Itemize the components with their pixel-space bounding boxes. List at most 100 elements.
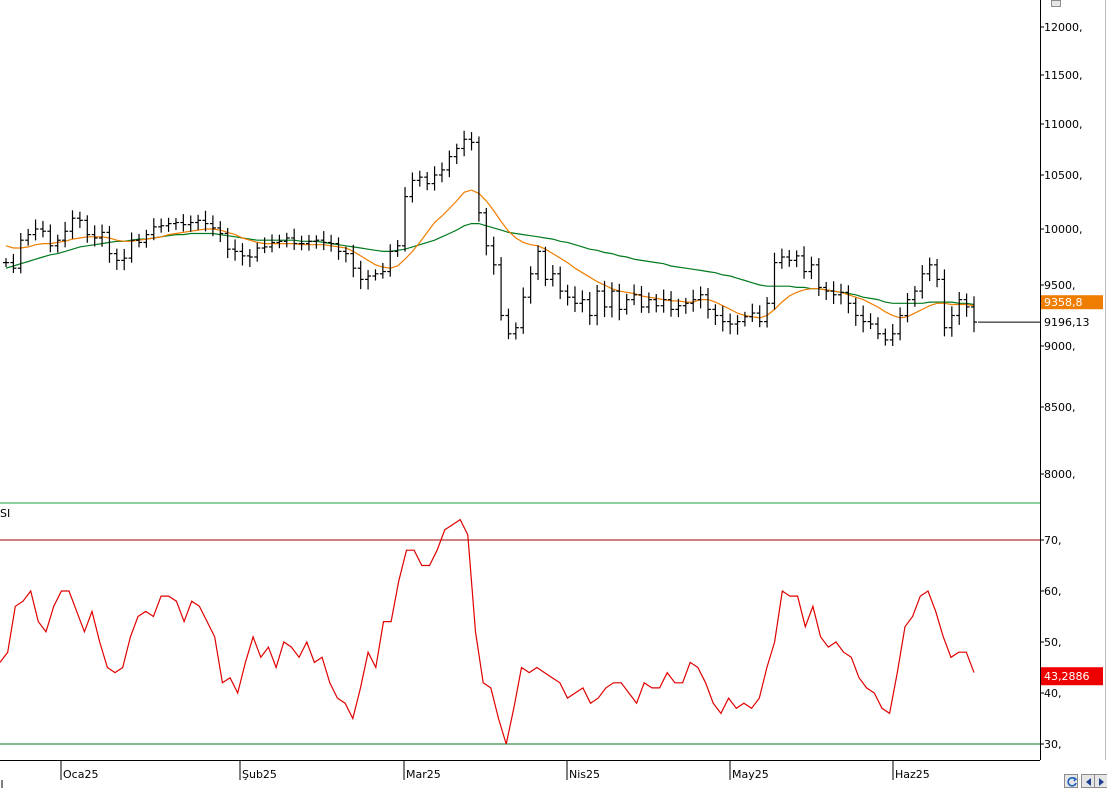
rsi-tick-label: 50, bbox=[1044, 636, 1062, 649]
rsi-value-badge bbox=[1041, 667, 1103, 686]
ma-long-line bbox=[5, 223, 975, 306]
ohlc-bar bbox=[845, 285, 852, 314]
ohlc-bar bbox=[786, 250, 793, 267]
ohlc-bar bbox=[631, 284, 638, 306]
ohlc-bar bbox=[468, 132, 475, 151]
ohlc-bar bbox=[963, 293, 970, 317]
ohlc-bar bbox=[475, 136, 482, 222]
moving-average-lines bbox=[5, 189, 975, 319]
date-label: Nis25 bbox=[569, 768, 600, 781]
price-tick-label: 8500, bbox=[1044, 401, 1076, 414]
ohlc-bar bbox=[62, 221, 69, 248]
ohlc-bar bbox=[557, 266, 564, 300]
ohlc-bar bbox=[39, 220, 46, 238]
ohlc-bar bbox=[342, 246, 349, 263]
ohlc-bar bbox=[660, 289, 667, 313]
ohlc-bar bbox=[904, 293, 911, 323]
ohlc-bar bbox=[830, 281, 837, 305]
ohlc-bar bbox=[542, 246, 549, 287]
ohlc-bar bbox=[793, 250, 800, 268]
price-tick-label: 10000, bbox=[1044, 223, 1083, 236]
ohlc-bar bbox=[867, 313, 874, 330]
refresh-button[interactable] bbox=[1064, 774, 1078, 788]
ohlc-bar bbox=[232, 239, 239, 261]
ohlc-bar bbox=[69, 210, 76, 239]
ohlc-bar bbox=[54, 234, 61, 253]
ohlc-bar bbox=[387, 244, 394, 277]
ohlc-bar bbox=[402, 187, 409, 252]
ohlc-bar bbox=[25, 228, 32, 246]
ohlc-bar bbox=[527, 266, 534, 304]
ohlc-bar bbox=[128, 232, 135, 263]
ohlc-bar bbox=[424, 172, 431, 191]
price-tick-label: 10500, bbox=[1044, 169, 1083, 182]
rsi-title: SI bbox=[0, 507, 10, 520]
ohlc-bar bbox=[616, 283, 623, 321]
ohlc-bar bbox=[778, 248, 785, 269]
scroll-right-button[interactable] bbox=[1094, 774, 1107, 788]
scroll-left-button[interactable] bbox=[1081, 774, 1095, 788]
ohlc-bar bbox=[645, 292, 652, 314]
ohlc-bar bbox=[601, 280, 608, 318]
ohlc-bar bbox=[594, 285, 601, 326]
ohlc-bar bbox=[409, 172, 416, 203]
ohlc-bar bbox=[165, 217, 172, 232]
ohlc-bar bbox=[934, 259, 941, 288]
triangle-right-icon bbox=[1099, 778, 1104, 786]
ohlc-bar bbox=[483, 207, 490, 256]
rsi-tick-label: 60, bbox=[1044, 585, 1062, 598]
ohlc-bar bbox=[239, 243, 246, 266]
ohlc-bar bbox=[99, 224, 106, 247]
scroll-tab[interactable] bbox=[1051, 0, 1061, 7]
ohlc-bar bbox=[76, 211, 83, 228]
rsi-tick-label: 30, bbox=[1044, 738, 1062, 751]
ohlc-bar bbox=[106, 225, 113, 263]
rsi-value-label: 43,2886 bbox=[1044, 670, 1090, 683]
ohlc-bar bbox=[549, 265, 556, 287]
ohlc-bar bbox=[328, 234, 335, 252]
ohlc-bar bbox=[269, 234, 276, 253]
price-tick-label: 11000, bbox=[1044, 118, 1083, 131]
ohlc-bar bbox=[187, 215, 194, 232]
ohlc-bars bbox=[3, 130, 977, 346]
ohlc-bar bbox=[882, 328, 889, 346]
ohlc-bar bbox=[431, 166, 438, 191]
ohlc-bar bbox=[815, 258, 822, 296]
date-label: Şub25 bbox=[242, 768, 277, 781]
ohlc-bar bbox=[808, 256, 815, 280]
ohlc-bar bbox=[608, 282, 615, 318]
ohlc-bar bbox=[32, 219, 39, 241]
last-price-label: 9196,13 bbox=[1044, 316, 1090, 329]
ohlc-bar bbox=[697, 286, 704, 309]
ohlc-bar bbox=[416, 170, 423, 187]
ohlc-bar bbox=[956, 291, 963, 325]
ohlc-bar bbox=[298, 235, 305, 251]
ohlc-bar bbox=[653, 294, 660, 313]
ohlc-bar bbox=[771, 252, 778, 310]
ohlc-bar bbox=[47, 224, 54, 253]
ohlc-bar bbox=[113, 248, 120, 270]
ohlc-bar bbox=[512, 322, 519, 340]
ohlc-bar bbox=[579, 290, 586, 313]
ohlc-bar bbox=[254, 242, 261, 262]
ohlc-bar bbox=[897, 307, 904, 341]
ohlc-bar bbox=[719, 305, 726, 332]
ohlc-bar bbox=[17, 233, 24, 274]
date-label: Haz25 bbox=[895, 768, 930, 781]
ohlc-bar bbox=[756, 305, 763, 328]
ohlc-bar bbox=[837, 283, 844, 305]
ohlc-bar bbox=[246, 249, 253, 267]
ohlc-bar bbox=[150, 218, 157, 241]
ohlc-bar bbox=[490, 236, 497, 275]
ohlc-bar bbox=[520, 287, 527, 334]
ohlc-bar bbox=[453, 143, 460, 165]
ohlc-bar bbox=[313, 235, 320, 249]
ohlc-bar bbox=[638, 285, 645, 313]
ohlc-bar bbox=[350, 244, 357, 278]
ohlc-bar bbox=[224, 227, 231, 259]
price-tick-label: 9500, bbox=[1044, 279, 1076, 292]
ohlc-bar bbox=[505, 308, 512, 340]
ohlc-bar bbox=[741, 311, 748, 327]
ohlc-bar bbox=[195, 214, 202, 230]
